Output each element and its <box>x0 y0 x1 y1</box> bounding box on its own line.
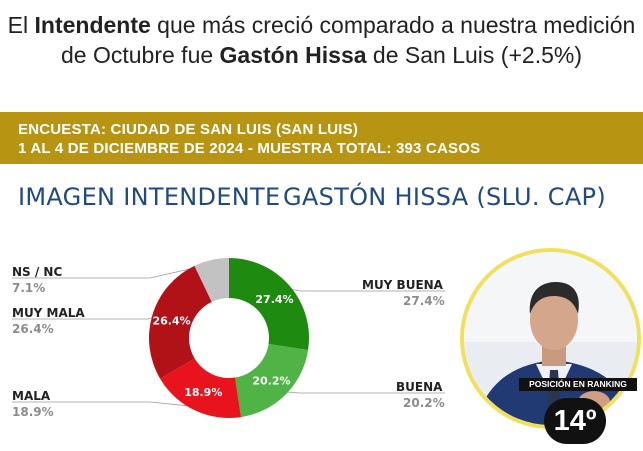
section-title-left: IMAGEN INTENDENTE <box>18 183 281 211</box>
headline-text-2: que más creció comparado a nuestra medic… <box>61 12 636 68</box>
slice-label-muy-mala: 26.4% <box>153 315 191 328</box>
slice-muy-mala <box>149 265 212 379</box>
headline-bold-1: Intendente <box>34 12 151 38</box>
leader-line-muy-buena <box>286 288 445 292</box>
slice-ns-nc <box>194 258 229 302</box>
headline-bold-2: Gastón Hissa <box>219 42 367 68</box>
banner-line-1: ENCUESTA: CIUDAD DE SAN LUIS (SAN LUIS) <box>18 121 359 138</box>
leader-line-muy-mala <box>12 315 157 320</box>
slice-label-mala: 18.9% <box>184 386 222 399</box>
label-buena: BUENA <box>396 380 443 394</box>
value-ns-nc: 7.1% <box>12 281 46 295</box>
slice-mala <box>160 358 242 418</box>
label-ns-nc: NS / NC <box>12 265 63 279</box>
value-mala: 18.9% <box>12 405 54 419</box>
candidate-photo <box>460 248 641 429</box>
headline-text-3: de San Luis (+2.5%) <box>366 42 582 68</box>
banner-line-2: 1 AL 4 DE DICIEMBRE DE 2024 - MUESTRA TO… <box>18 140 481 157</box>
section-title-right: GASTÓN HISSA (SLU. CAP) <box>283 183 606 211</box>
label-muy-mala: MUY MALA <box>12 306 85 320</box>
headline-text-1: El <box>7 12 35 38</box>
slice-label-buena: 20.2% <box>252 374 290 387</box>
donut-slices <box>149 258 309 418</box>
slice-muy-buena <box>229 258 309 351</box>
ranking-label: POSICIÓN EN RANKING <box>519 378 637 391</box>
slice-label-muy-buena: 27.4% <box>255 293 293 306</box>
label-muy-buena: MUY BUENA <box>362 278 443 292</box>
value-muy-buena: 27.4% <box>403 294 445 308</box>
donut-chart: 27.4% 20.2% 18.9% 26.4% <box>12 258 445 418</box>
donut-slice-labels: 27.4% 20.2% 18.9% 26.4% <box>153 293 294 399</box>
value-buena: 20.2% <box>403 396 445 410</box>
leader-line-buena <box>282 391 445 394</box>
leader-line-mala <box>12 401 197 408</box>
ranking-position: 14º <box>544 398 606 444</box>
headline: El Intendente que más creció comparado a… <box>0 10 643 70</box>
slice-buena <box>235 344 309 418</box>
label-mala: MALA <box>12 389 51 403</box>
value-muy-mala: 26.4% <box>12 322 54 336</box>
survey-banner: ENCUESTA: CIUDAD DE SAN LUIS (SAN LUIS) … <box>0 112 643 164</box>
